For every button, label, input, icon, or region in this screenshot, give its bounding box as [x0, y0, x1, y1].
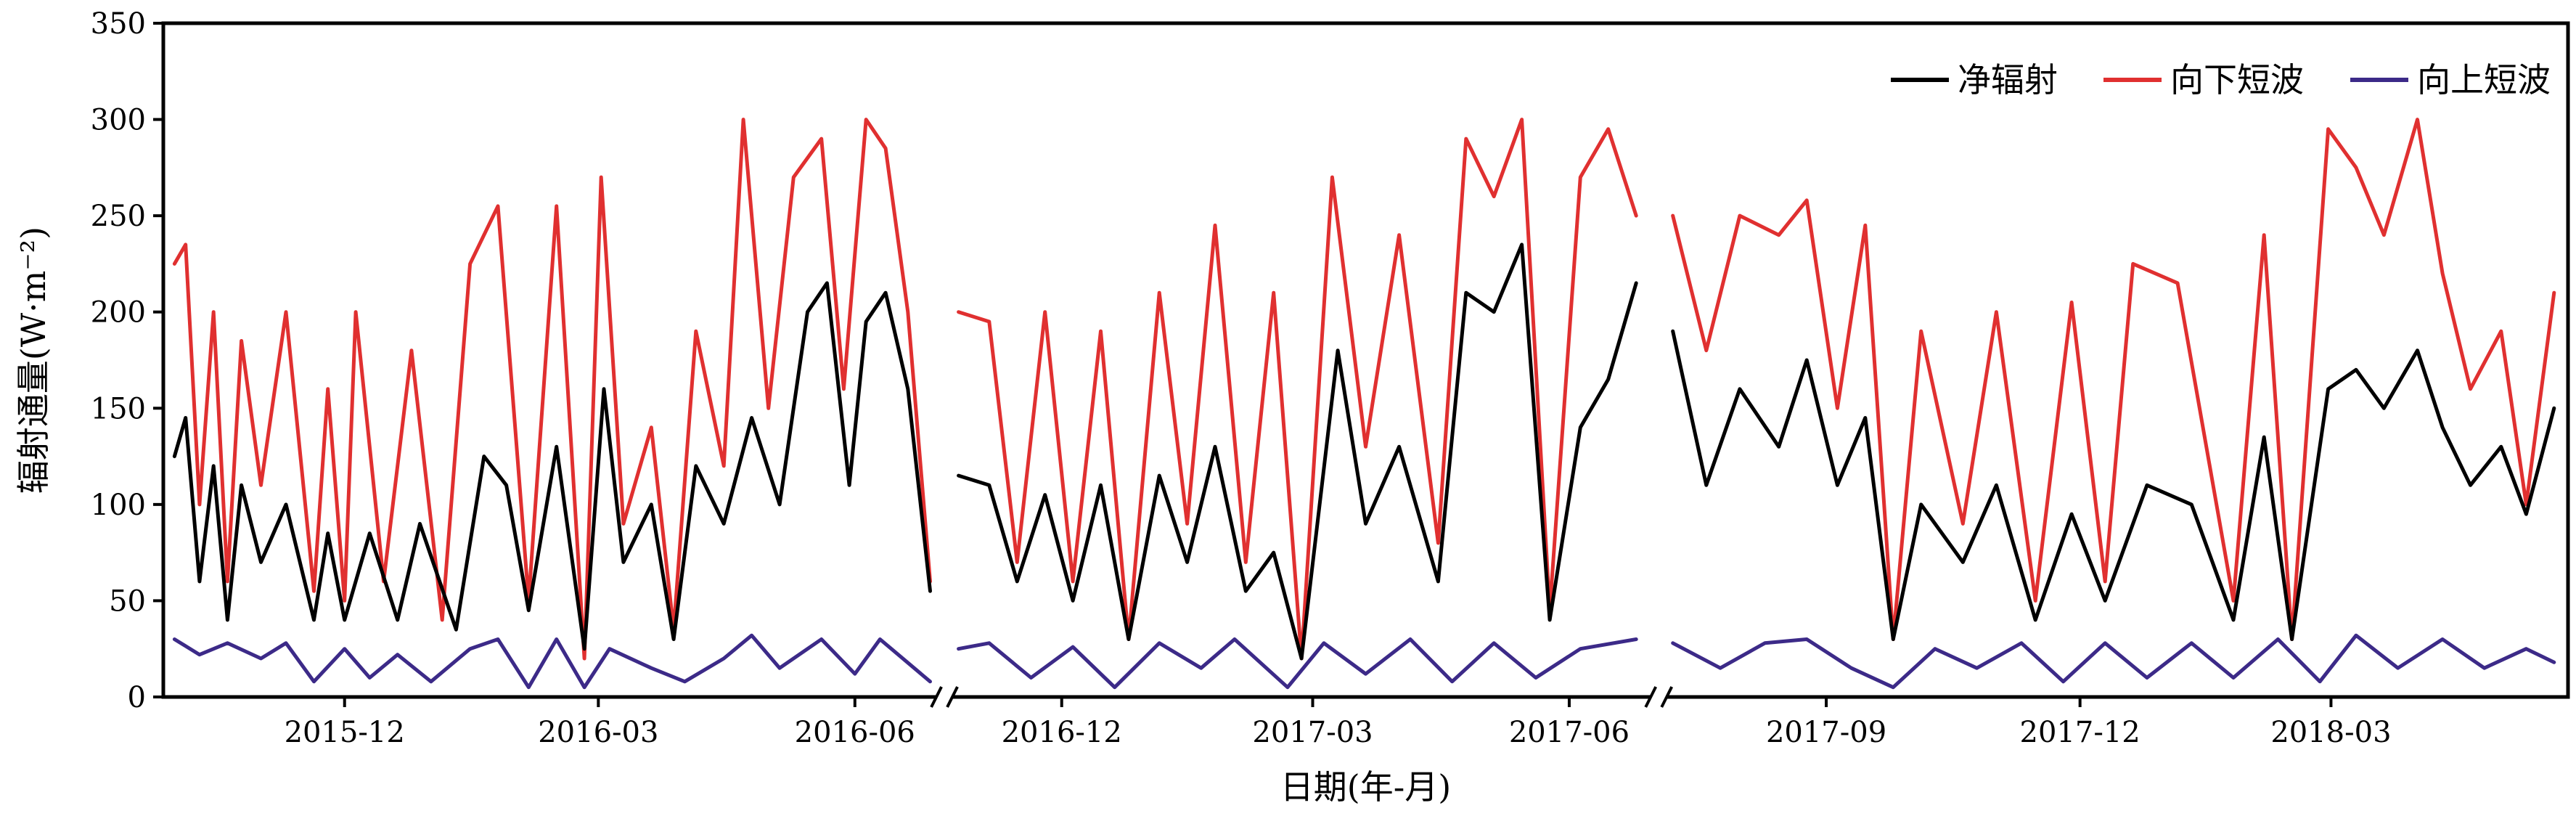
series-2-line-seg-1 — [172, 118, 932, 661]
series-3-line-seg-3 — [1671, 633, 2556, 690]
x-tick-label-3: 2016-12 — [1002, 716, 1122, 749]
legend: 净辐射 向下短波 向上短波 — [1891, 60, 2551, 99]
axis-break-slash-2a — [1644, 686, 1658, 708]
y-tick-label-0: 0 — [128, 681, 146, 714]
axis-break-gap-1 — [936, 688, 953, 706]
legend-label-2: 向下短波 — [2170, 60, 2304, 99]
series-layer — [172, 118, 2556, 690]
x-axis-title: 日期(年-月) — [1280, 767, 1451, 807]
y-tick-label-2: 100 — [91, 489, 146, 522]
y-tick-label-4: 200 — [91, 296, 146, 330]
axis-break-slash-1a — [930, 686, 943, 708]
legend-label-3: 向上短波 — [2417, 60, 2551, 99]
legend-label-1: 净辐射 — [1958, 60, 2058, 99]
x-tick-label-5: 2017-06 — [1509, 716, 1630, 749]
y-tick-label-1: 50 — [109, 584, 146, 618]
series-3 — [172, 633, 2556, 690]
series-2 — [172, 118, 2556, 661]
y-axis-title: 辐射通量(W·m⁻²) — [14, 227, 53, 494]
plot-frame — [161, 21, 2570, 699]
series-3-line-seg-2 — [957, 637, 1638, 690]
axis-break-layer — [930, 686, 1674, 708]
x-tick-label-1: 2016-03 — [538, 716, 658, 749]
series-2-line-seg-2 — [957, 118, 1638, 661]
x-tick-label-2: 2016-06 — [795, 716, 915, 749]
x-tick-label-7: 2017-12 — [2020, 716, 2140, 749]
y-tick-label-5: 250 — [91, 200, 146, 233]
x-tick-label-6: 2017-09 — [1766, 716, 1886, 749]
series-1-line-seg-1 — [172, 281, 932, 651]
series-2-line-seg-3 — [1671, 118, 2556, 641]
y-tick-label-6: 300 — [91, 104, 146, 137]
y-tick-label-7: 350 — [91, 7, 146, 41]
x-tick-label-0: 2015-12 — [285, 716, 405, 749]
axis-break-gap-2 — [1651, 688, 1667, 706]
axis-break-slash-1b — [946, 686, 959, 708]
series-1-line-seg-2 — [957, 242, 1638, 661]
y-tick-label-3: 150 — [91, 392, 146, 425]
series-1-line-seg-3 — [1671, 329, 2556, 641]
axis-break-slash-2b — [1660, 686, 1674, 708]
series-1 — [172, 242, 2556, 661]
series-3-line-seg-1 — [172, 633, 932, 690]
x-tick-label-4: 2017-03 — [1252, 716, 1373, 749]
axis-layer: 0 50 100 150 200 250 300 350 2015-12 2016-03 2016-… — [91, 7, 2392, 749]
x-tick-label-8: 2018-03 — [2270, 716, 2391, 749]
